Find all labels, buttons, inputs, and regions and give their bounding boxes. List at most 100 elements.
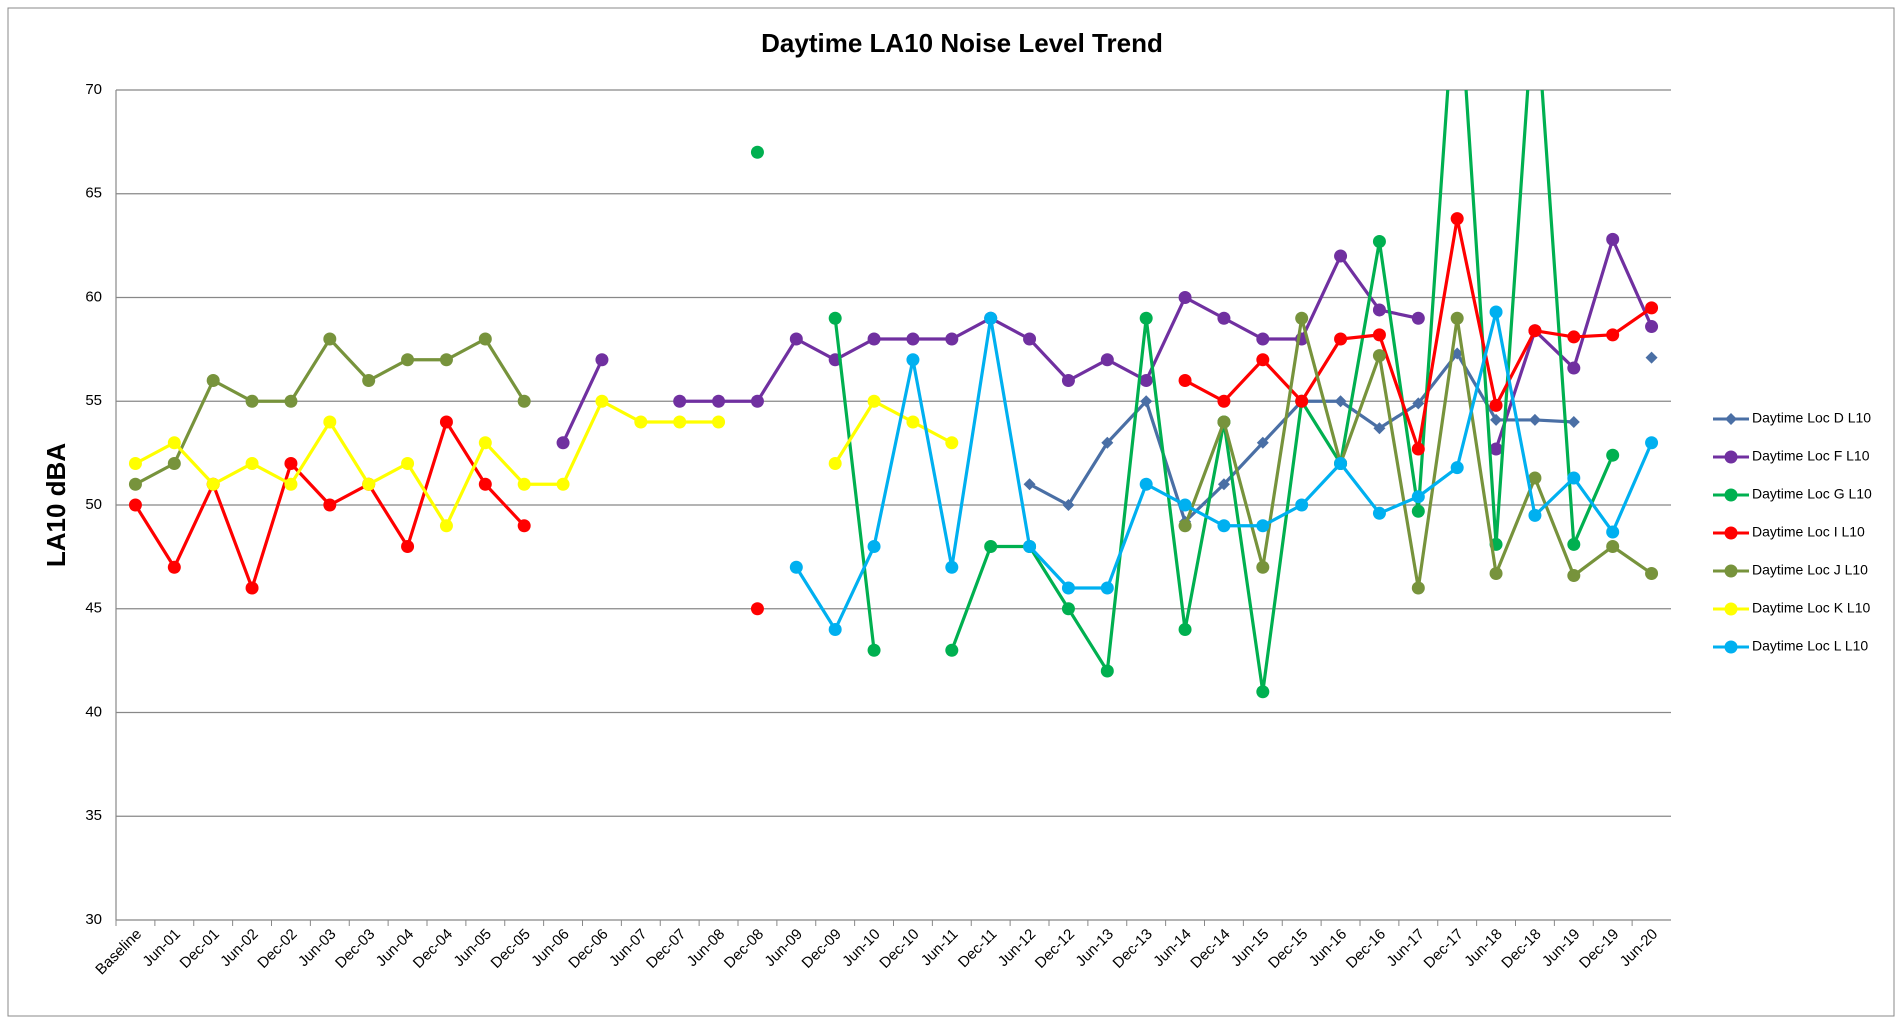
marker [1606,232,1620,246]
marker [1645,351,1658,364]
marker [789,560,803,574]
marker [1645,566,1659,580]
marker [1372,506,1386,520]
y-tick-label: 35 [85,807,102,824]
marker [1645,301,1659,315]
marker [984,311,998,325]
marker [362,477,376,491]
x-tick-label: Jun-18 [1461,926,1505,970]
marker [1411,581,1425,595]
marker [167,457,181,470]
marker [167,436,181,450]
marker [439,519,453,533]
marker [1334,249,1348,263]
y-axis-label: LA10 dBA [41,443,71,567]
marker [1490,413,1503,426]
marker [712,394,726,408]
marker [284,477,298,491]
marker [1372,349,1386,363]
marker [1724,640,1738,654]
marker [556,436,570,450]
x-tick-label: Jun-02 [217,926,261,970]
marker [1567,361,1581,375]
marker [1100,353,1114,367]
marker [1023,332,1037,346]
marker [1489,398,1503,412]
marker [1528,324,1542,338]
marker [1412,397,1425,410]
marker [1334,395,1347,408]
marker [1062,499,1075,511]
marker [439,415,453,429]
marker [1372,303,1386,317]
y-tick-label: 30 [85,911,102,928]
x-tick-label: Jun-10 [839,926,883,970]
y-tick-label: 50 [85,496,102,513]
marker [595,394,609,408]
marker [1724,450,1738,464]
x-tick-label: Jun-01 [139,926,183,970]
marker [128,477,142,491]
x-tick-label: Dec-06 [565,926,611,972]
marker [1567,569,1581,583]
marker [1295,394,1309,408]
marker [1101,436,1114,449]
y-tick-label: 45 [85,600,102,617]
marker [1023,478,1036,491]
marker [750,145,764,159]
x-tick-label: Jun-05 [450,926,494,970]
marker [1256,436,1269,449]
marker [362,374,376,387]
marker [1334,457,1348,470]
marker [1217,478,1230,491]
marker [1178,519,1192,533]
marker [1528,413,1541,426]
marker [1724,526,1738,540]
marker [1411,490,1425,504]
marker [1217,394,1231,408]
marker [1256,332,1270,346]
marker [167,560,181,574]
series-line [134,399,953,530]
x-tick-label: Jun-09 [761,926,805,970]
x-tick-label: Dec-10 [876,926,922,972]
marker [750,394,764,408]
legend-label: Daytime Loc L L10 [1752,638,1868,654]
marker [945,436,959,450]
marker [517,519,531,533]
marker [1295,498,1309,512]
x-tick-label: Jun-16 [1306,926,1350,970]
legend-label: Daytime Loc I L10 [1752,524,1865,540]
x-tick-label: Dec-09 [799,926,845,972]
marker [245,457,259,470]
x-tick-label: Jun-15 [1228,926,1272,970]
marker [867,643,881,657]
x-tick-label: Dec-05 [488,926,534,972]
marker [323,498,337,512]
marker [1217,415,1231,429]
marker [1645,436,1659,450]
marker [1724,488,1738,502]
x-tick-label: Jun-08 [684,926,728,970]
x-tick-label: Jun-12 [995,926,1039,970]
x-tick-label: Dec-02 [254,926,300,972]
marker [1023,540,1037,553]
marker [1140,395,1153,408]
marker [1411,504,1425,518]
marker [1178,291,1192,304]
marker [1334,332,1348,346]
marker [1567,471,1581,485]
marker [401,457,415,470]
marker [1450,212,1464,226]
marker [1256,353,1270,367]
marker [1606,328,1620,342]
marker [1178,498,1192,512]
x-tick-label: Dec-03 [332,926,378,972]
marker [1724,564,1738,578]
marker [1295,311,1309,325]
marker [906,332,920,346]
marker [945,560,959,574]
series-line [1030,354,1652,522]
y-tick-label: 60 [85,288,102,305]
marker [1450,311,1464,325]
